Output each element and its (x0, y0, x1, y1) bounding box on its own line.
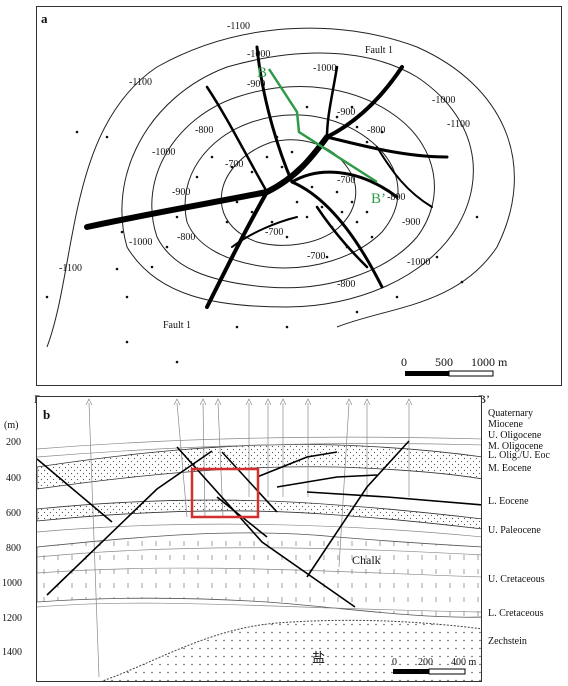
structure-map-svg (45, 27, 515, 377)
unit-label: L. Eocene (488, 496, 529, 507)
contour-label: -1000 (407, 257, 431, 268)
contour-outer (46, 27, 515, 348)
contour-label: -800 (387, 192, 406, 203)
depth-tick: 1200 (2, 613, 22, 624)
scale-a-mid: 500 (435, 355, 453, 369)
fault-label-top: Fault 1 (365, 45, 394, 56)
fault-3 (205, 190, 269, 309)
contour-900-a (151, 86, 435, 289)
well-dots (45, 105, 479, 364)
panel-b-label: b (43, 407, 51, 422)
contour-label: -900 (172, 187, 191, 198)
fault-label-bottom: Fault 1 (163, 320, 192, 331)
panel-a-label: a (41, 11, 48, 26)
contour-label: -800 (195, 125, 214, 136)
fault-9 (325, 65, 339, 139)
fault-7 (290, 170, 399, 199)
contour-label: -1100 (227, 21, 250, 32)
unit-label: Quaternary (488, 408, 533, 419)
depth-tick: 200 (6, 437, 21, 448)
contour-label: -1000 (247, 49, 271, 60)
scale-b-zero: 0 (392, 657, 397, 668)
scale-b-end: 400 m (451, 657, 477, 668)
fault-8 (205, 85, 269, 194)
depth-tick: 400 (6, 473, 21, 484)
cross-section-panel: b Chalk 盐 0 200 400 m (36, 396, 482, 682)
section-line-bb (267, 68, 378, 184)
unit-label: U. Paleocene (488, 525, 541, 536)
fault-5 (325, 135, 449, 159)
contour-label: -800 (367, 125, 386, 136)
contour-label: -700 (265, 227, 284, 238)
scale-a-zero: 0 (401, 355, 407, 369)
unit-label: Zechstein (488, 636, 527, 647)
cross-section-svg (37, 398, 481, 681)
layer-salt (101, 619, 481, 681)
contour-label: -1100 (447, 119, 470, 130)
fault-lines (84, 45, 449, 309)
strata (37, 436, 481, 681)
section-end-label-a: B’ (371, 191, 386, 207)
contour-label: -700 (307, 251, 326, 262)
layer-chalk (37, 532, 481, 618)
depth-tick: 800 (6, 543, 21, 554)
contour-label: -1100 (129, 77, 152, 88)
highlight-box (190, 467, 260, 519)
horizon-lines (37, 436, 481, 613)
contour-label: -1100 (59, 263, 82, 274)
unit-label: L. Olig./U. Eoc (488, 450, 550, 461)
contour-label: -1000 (313, 63, 337, 74)
contour-1000-a (121, 52, 474, 308)
section-start-label-a: B (257, 65, 268, 81)
contour-label: -1000 (432, 95, 456, 106)
scale-a-end: 1000 m (471, 355, 508, 369)
unit-label: M. Eocene (488, 463, 532, 474)
scale-b-mid: 200 (418, 657, 433, 668)
contour-label: -1000 (129, 237, 153, 248)
depth-tick: 1400 (2, 647, 22, 658)
contour-800-a (184, 114, 399, 269)
contour-label: -1000 (152, 147, 176, 158)
contour-label: -900 (337, 107, 356, 118)
unit-label: Miocene (488, 419, 523, 430)
fault-11 (231, 216, 298, 248)
scale-bar-b (393, 668, 466, 675)
unit-label: L. Cretaceous (488, 608, 544, 619)
contour-700-a (220, 139, 357, 246)
fault-2 (325, 65, 404, 139)
depth-unit: (m) (4, 420, 19, 431)
contour-label: -900 (247, 79, 266, 90)
contour-label: -700 (225, 159, 244, 170)
unit-label: M. Oligocene (488, 441, 543, 452)
structure-map-panel: a Fault 1 Fault 1 B B’ -1100 -1100 -1100… (36, 6, 562, 386)
contour-label: -900 (402, 217, 421, 228)
fault-6 (290, 180, 384, 289)
fault-12 (376, 146, 433, 208)
contour-lines (46, 27, 515, 348)
depth-tick: 1000 (2, 578, 22, 589)
depth-tick: 600 (6, 508, 21, 519)
contour-label: -700 (337, 175, 356, 186)
unit-label: U. Oligocene (488, 430, 542, 441)
salt-label: 盐 (312, 650, 326, 665)
contour-label: -800 (177, 232, 196, 243)
fault-4 (255, 45, 294, 184)
scale-bar-a (405, 370, 494, 377)
layer-sand-upper (37, 444, 481, 490)
unit-label: U. Cretaceous (488, 574, 545, 585)
fault-main (84, 134, 330, 230)
chalk-label: Chalk (352, 553, 381, 567)
contour-label: -800 (337, 279, 356, 290)
fault-10 (315, 205, 369, 269)
